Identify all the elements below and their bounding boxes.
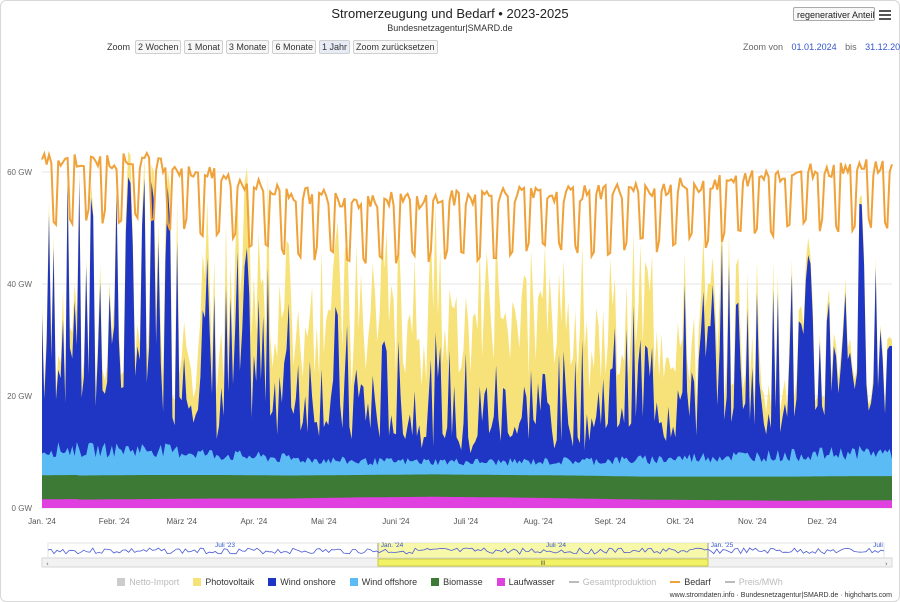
x-tick-label: Juni '24	[382, 517, 410, 526]
zoom-2-weeks-button[interactable]: 2 Wochen	[135, 40, 182, 54]
legend-label: Wind onshore	[280, 577, 336, 587]
y-tick-label: 40 GW	[7, 280, 32, 289]
legend-item-preis-mwh[interactable]: Preis/MWh	[724, 577, 783, 587]
legend-label: Wind offshore	[361, 577, 418, 587]
legend-swatch-icon	[431, 578, 440, 586]
x-tick-label: Febr. '24	[99, 517, 130, 526]
zoom-reset-button[interactable]: Zoom zurücksetzen	[352, 40, 438, 54]
legend-label: Biomasse	[443, 577, 483, 587]
scroll-right-icon: ›	[885, 560, 888, 568]
legend-label: Gesamtproduktion	[582, 577, 657, 587]
legend-item-photovoltaik[interactable]: Photovoltaik	[193, 577, 254, 587]
legend-swatch-icon	[117, 578, 126, 586]
laufwasser-area	[42, 496, 892, 508]
legend-item-laufwasser[interactable]: Laufwasser	[496, 577, 555, 587]
y-tick-label: 60 GW	[7, 168, 32, 177]
legend-item-wind-onshore[interactable]: Wind onshore	[268, 577, 336, 587]
legend-item-bedarf[interactable]: Bedarf	[670, 577, 711, 587]
navigator-label: Juli	[873, 542, 883, 549]
wind-onshore-area	[42, 177, 892, 508]
zoom-label: Zoom	[107, 42, 131, 52]
zoom-1-year-button[interactable]: 1 Jahr	[318, 40, 350, 54]
scroll-left-icon: ‹	[46, 560, 49, 568]
x-tick-label: Jan. '24	[28, 517, 56, 526]
zoom-toolbar: Zoom 2 Wochen 1 Monat 3 Monate 6 Monate …	[107, 40, 438, 54]
legend-label: Netto-Import	[129, 577, 180, 587]
legend-swatch-icon	[724, 581, 735, 583]
navigator-series	[47, 547, 885, 555]
zoom-from-label: Zoom von	[743, 42, 784, 52]
x-tick-label: Dez. '24	[808, 517, 838, 526]
legend-label: Laufwasser	[508, 577, 555, 587]
legend-swatch-icon	[568, 581, 579, 583]
scrollbar-grip-label: III	[540, 561, 545, 567]
y-tick-label: 20 GW	[7, 392, 32, 401]
legend-swatch-icon	[670, 581, 681, 583]
hamburger-menu-icon[interactable]	[879, 10, 891, 20]
chart-subtitle: Bundesnetzagentur|SMARD.de	[387, 23, 513, 33]
legend-swatch-icon	[193, 578, 202, 586]
scrollbar-thumb	[377, 558, 709, 567]
x-tick-label: Mai '24	[311, 517, 337, 526]
credit-text: www.stromdaten.info · Bundesnetzagentur|…	[669, 592, 892, 599]
y-tick-label: 0 GW	[12, 504, 33, 513]
legend-swatch-icon	[496, 578, 505, 586]
navigator-label: Juli '24	[546, 542, 566, 549]
x-tick-label: Okt. '24	[666, 517, 694, 526]
legend-label: Photovoltaik	[205, 577, 255, 587]
zoom-to-label: bis	[845, 42, 857, 52]
legend-label: Bedarf	[684, 577, 711, 587]
metric-select[interactable]: regenerativer Anteil...	[793, 7, 875, 21]
legend-item-netto-import[interactable]: Netto-Import	[117, 577, 179, 587]
legend-item-biomasse[interactable]: Biomasse	[431, 577, 483, 587]
zoom-6-months-button[interactable]: 6 Monate	[272, 40, 316, 54]
x-tick-label: Nov. '24	[738, 517, 767, 526]
legend-item-wind-offshore[interactable]: Wind offshore	[349, 577, 418, 587]
legend-swatch-icon	[349, 578, 358, 586]
x-tick-label: Sept. '24	[595, 517, 627, 526]
x-tick-label: Juli '24	[454, 517, 479, 526]
x-tick-label: Aug. '24	[523, 517, 553, 526]
zoom-range: Zoom von 01.01.2024 bis 31.12.2024	[743, 42, 900, 52]
zoom-3-months-button[interactable]: 3 Monate	[225, 40, 270, 54]
navigator-label: Jan. '24	[381, 542, 404, 549]
legend-label: Preis/MWh	[738, 577, 783, 587]
zoom-to-date[interactable]: 31.12.2024	[865, 42, 900, 52]
legend-swatch-icon	[268, 578, 277, 586]
zoom-1-month-button[interactable]: 1 Monat	[184, 40, 223, 54]
navigator-label: Juli '23	[215, 542, 235, 549]
navigator-label: Jan. '25	[711, 542, 734, 549]
legend: Netto-Import Photovoltaik Wind onshore Wind…	[0, 577, 900, 587]
legend-item-gesamtproduktion[interactable]: Gesamtproduktion	[568, 577, 657, 587]
x-tick-label: Apr. '24	[240, 517, 267, 526]
bedarf-line	[41, 150, 893, 264]
chart-title: Stromerzeugung und Bedarf • 2023-2025	[331, 6, 569, 21]
x-tick-label: März '24	[167, 517, 198, 526]
zoom-from-date[interactable]: 01.01.2024	[791, 42, 837, 52]
